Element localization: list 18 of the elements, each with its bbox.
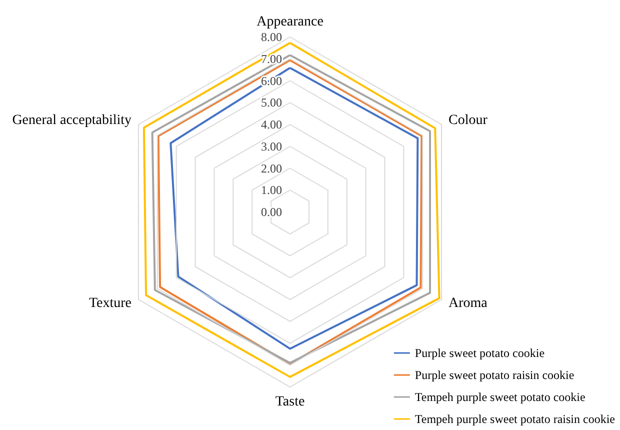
spoke-label: Taste [275,394,305,410]
y-tick-label: 0.00 [261,205,282,219]
y-tick-label: 2.00 [261,161,282,176]
y-tick-label: 1.00 [261,183,282,198]
spoke-label: General acceptability [12,113,132,128]
y-tick-label: 7.00 [261,52,282,66]
y-tick-label: 3.00 [261,139,282,154]
legend-label: Purple sweet potato raisin cookie [414,368,574,382]
y-tick-label: 5.00 [261,96,282,110]
spoke-label: Colour [448,113,488,128]
spoke-label: Aroma [448,296,488,311]
spoke-label: Appearance [256,14,324,30]
legend-label: Purple sweet potato cookie [414,346,545,360]
legend-label: Tempeh purple sweet potato raisin cookie [414,412,616,426]
spoke-label: Texture [88,296,132,311]
y-tick-label: 4.00 [261,118,282,132]
y-tick-label: 8.00 [261,30,282,44]
legend-label: Tempeh purple sweet potato cookie [414,390,586,404]
